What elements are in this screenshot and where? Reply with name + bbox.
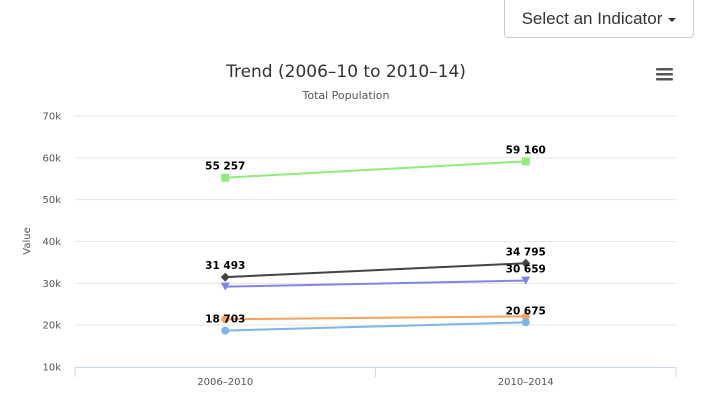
data-point-marker xyxy=(220,282,230,291)
data-point-marker xyxy=(521,276,531,285)
data-label: 20 675 xyxy=(506,305,546,317)
data-point-marker xyxy=(221,173,230,182)
y-tick-label: 30k xyxy=(42,279,61,290)
chart-title: Trend (2006–10 to 2010–14) xyxy=(225,62,466,82)
series-line xyxy=(225,262,526,279)
y-axis-ticks: 10k 20k 30k 40k 50k 60k 70k xyxy=(42,112,61,374)
data-label: 30 659 xyxy=(506,264,546,276)
y-axis-label: Value xyxy=(22,227,33,254)
data-point-marker xyxy=(521,312,530,321)
select-indicator-label: Select an Indicator xyxy=(521,8,663,28)
y-tick-label: 60k xyxy=(42,153,61,164)
grid-lines xyxy=(75,115,676,326)
y-tick-label: 70k xyxy=(42,112,61,123)
series-line xyxy=(225,315,526,321)
data-labels: 55 257 59 160 31 493 34 795 30 659 18 703 20 6… xyxy=(205,144,546,325)
data-label: 31 493 xyxy=(205,260,245,272)
hamburger-menu-icon[interactable] xyxy=(652,62,676,84)
select-indicator-dropdown[interactable]: Select an Indicator xyxy=(504,0,694,38)
data-point-marker xyxy=(221,326,230,335)
data-label: 55 257 xyxy=(205,161,245,173)
data-label: 34 795 xyxy=(506,246,546,258)
data-label: 59 160 xyxy=(506,144,546,156)
chart-subtitle: Total Population xyxy=(302,89,390,102)
y-tick-label: 40k xyxy=(42,237,61,248)
x-axis: 2006–2010 2010–2014 xyxy=(74,367,677,388)
y-tick-label: 20k xyxy=(42,321,61,332)
y-tick-label: 10k xyxy=(42,363,61,374)
data-point-marker xyxy=(521,258,531,268)
y-tick-label: 50k xyxy=(42,195,61,206)
series-lines xyxy=(220,157,531,335)
series-line xyxy=(225,321,526,332)
series-line xyxy=(225,160,526,179)
data-point-marker xyxy=(220,272,230,282)
data-point-marker xyxy=(521,157,530,166)
x-tick-label: 2010–2014 xyxy=(498,377,554,388)
data-point-marker xyxy=(521,318,530,327)
caret-down-icon xyxy=(668,17,677,22)
x-tick-label: 2006–2010 xyxy=(197,377,253,388)
data-label: 18 703 xyxy=(205,314,245,326)
data-point-marker xyxy=(221,315,230,324)
series-line xyxy=(225,279,526,288)
